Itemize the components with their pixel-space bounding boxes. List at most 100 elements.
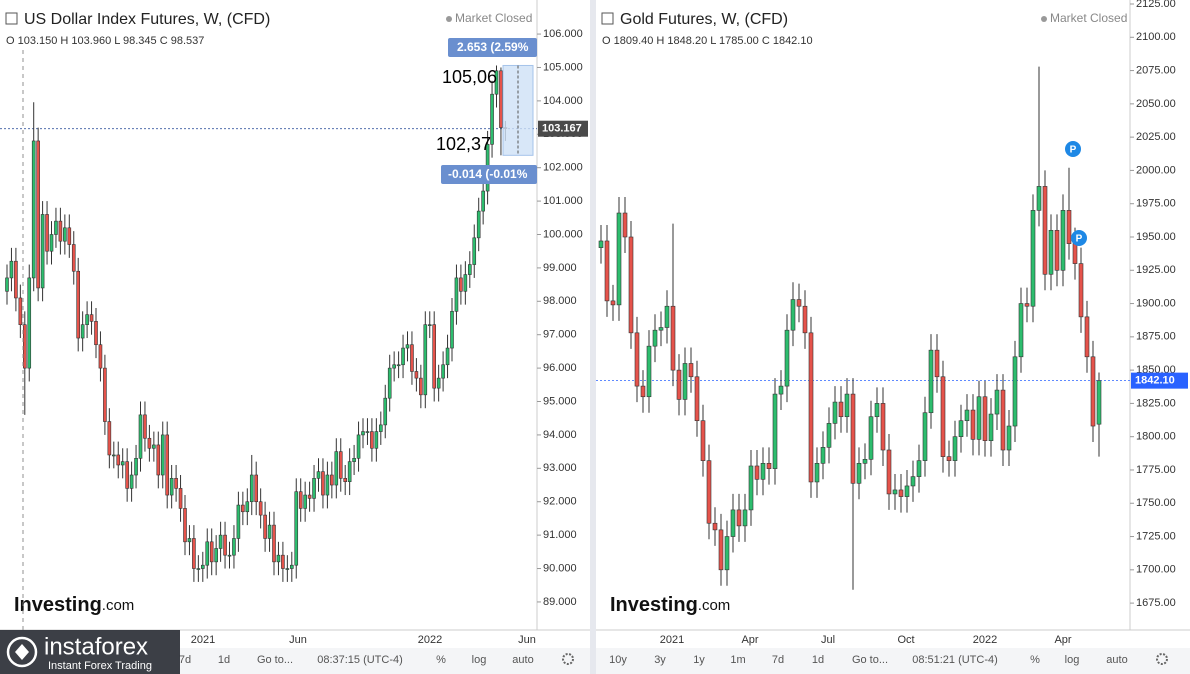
x-tick-label: 2022 xyxy=(418,634,442,646)
toolbar-button[interactable]: % xyxy=(436,654,446,666)
toolbar-button[interactable]: 08:37:15 (UTC-4) xyxy=(317,654,403,666)
toolbar xyxy=(596,648,1190,674)
candle-body xyxy=(499,70,503,128)
toolbar-button[interactable]: log xyxy=(472,654,487,666)
candle-body xyxy=(988,413,994,441)
candle-body xyxy=(14,260,18,299)
event-marker-label: P xyxy=(1076,234,1083,245)
toolbar-button[interactable]: auto xyxy=(1106,654,1127,666)
y-tick-label: 1775.00 xyxy=(1136,464,1176,476)
candle-body xyxy=(476,210,481,239)
candle-body xyxy=(459,277,463,292)
candle-body xyxy=(89,314,94,322)
candle-body xyxy=(1030,210,1036,307)
measure-bottom: 102,37 xyxy=(436,134,491,154)
y-tick-label: 100.000 xyxy=(543,228,583,240)
toolbar-button[interactable]: 1d xyxy=(812,654,824,666)
candle-body xyxy=(670,305,676,371)
x-tick-label: 2021 xyxy=(191,634,215,646)
toolbar-button[interactable]: 7d xyxy=(772,654,784,666)
candle-body xyxy=(886,449,892,495)
x-tick-label: Oct xyxy=(897,634,914,646)
chart-title: Gold Futures, W, (CFD) xyxy=(620,11,788,28)
candle-body xyxy=(112,454,116,457)
candle-body xyxy=(706,460,712,524)
settings-button[interactable] xyxy=(1156,653,1168,665)
candle-body xyxy=(862,459,868,464)
toolbar-button[interactable]: 08:51:21 (UTC-4) xyxy=(912,654,998,666)
candle-body xyxy=(1024,303,1030,307)
candle-body xyxy=(85,314,89,325)
candle-body xyxy=(49,234,54,252)
toolbar-button[interactable]: 1y xyxy=(693,654,705,666)
toolbar-button[interactable]: Go to... xyxy=(852,654,888,666)
y-tick-label: 2125.00 xyxy=(1136,0,1176,10)
candle-body xyxy=(209,541,214,563)
candle-body xyxy=(958,420,964,437)
candle-body xyxy=(790,299,796,331)
candle-body xyxy=(838,401,844,418)
y-tick-label: 104.000 xyxy=(543,95,583,107)
candle-body xyxy=(742,509,748,527)
candle-body xyxy=(814,463,820,483)
candle-body xyxy=(307,494,312,499)
candle-body xyxy=(964,409,970,422)
candle-body xyxy=(604,240,610,302)
candle-body xyxy=(494,70,499,95)
candle-body xyxy=(441,364,445,379)
candle-body xyxy=(904,485,910,497)
toolbar-button[interactable]: 10y xyxy=(609,654,627,666)
measure-tag xyxy=(441,165,537,184)
candle-body xyxy=(712,522,718,531)
candle-body xyxy=(982,396,988,441)
candle-body xyxy=(772,393,778,469)
x-tick-label: 2022 xyxy=(973,634,997,646)
candle-body xyxy=(454,277,459,312)
y-tick-label: 101.000 xyxy=(543,195,583,207)
toolbar-button[interactable]: 1m xyxy=(730,654,745,666)
candle-body xyxy=(414,371,419,379)
candle-body xyxy=(826,423,832,448)
candle-body xyxy=(1000,389,1006,451)
candle-body xyxy=(143,414,147,439)
candle-body xyxy=(1054,230,1060,271)
measure-down-label: -0.014 (-0.01% xyxy=(448,167,528,181)
watermark-part: .com xyxy=(698,597,731,614)
candle-body xyxy=(316,471,321,479)
candle-body xyxy=(700,420,706,461)
candle-body xyxy=(325,474,330,496)
toolbar-button[interactable]: 1d xyxy=(218,654,230,666)
y-tick-label: 99.000 xyxy=(543,262,577,274)
y-tick-label: 93.000 xyxy=(543,462,577,474)
candle-body xyxy=(249,474,254,503)
candle-body xyxy=(640,385,646,398)
toolbar-button[interactable]: 7d xyxy=(179,654,191,666)
toolbar-button[interactable]: auto xyxy=(512,654,533,666)
y-tick-label: 105.000 xyxy=(543,61,583,73)
candle-body xyxy=(682,363,688,400)
candle-body xyxy=(245,501,250,513)
toolbar-button[interactable]: % xyxy=(1030,654,1040,666)
candle-body xyxy=(125,461,129,489)
toolbar-button[interactable]: log xyxy=(1065,654,1080,666)
candle-body xyxy=(658,327,664,331)
event-marker[interactable] xyxy=(1065,141,1081,157)
candle-body xyxy=(808,332,814,483)
candle-body xyxy=(223,534,227,556)
candle-body xyxy=(365,431,370,433)
toolbar-button[interactable]: 3y xyxy=(654,654,666,666)
candle-body xyxy=(192,538,196,569)
toolbar-button[interactable]: Go to... xyxy=(257,654,293,666)
candle-body xyxy=(1060,210,1066,271)
settings-button[interactable] xyxy=(562,653,574,665)
event-marker[interactable] xyxy=(1071,230,1087,246)
candle-body xyxy=(370,431,374,449)
candle-body xyxy=(419,377,423,396)
y-tick-label: 91.000 xyxy=(543,529,577,541)
candle-body xyxy=(392,364,396,369)
market-status: Market Closed xyxy=(455,11,532,25)
y-tick-label: 1875.00 xyxy=(1136,331,1176,343)
candle-body xyxy=(22,324,27,369)
candle-body xyxy=(347,461,352,482)
candle-body xyxy=(330,474,334,486)
